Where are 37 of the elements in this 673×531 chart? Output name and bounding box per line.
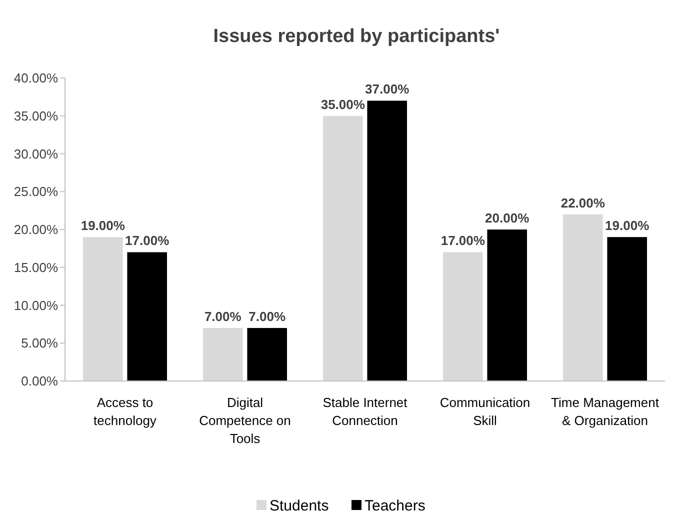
legend-label: Teachers: [364, 497, 426, 514]
data-label: 37.00%: [365, 82, 410, 97]
data-label: 17.00%: [125, 233, 170, 248]
y-tick-label: 30.00%: [14, 146, 58, 162]
bar: [487, 230, 527, 381]
data-label: 7.00%: [204, 308, 242, 324]
chart-title: Issues reported by participants': [213, 26, 500, 47]
bar: [127, 252, 167, 381]
y-tick-label: 15.00%: [14, 260, 58, 275]
x-tick-label: Access to technology: [94, 395, 157, 428]
x-tick-label: Digital Competence on Tools: [199, 395, 291, 446]
y-tick-label: 35.00%: [14, 108, 58, 124]
bar: [203, 328, 243, 381]
data-label: 7.00%: [248, 308, 286, 324]
data-label: 35.00%: [320, 96, 366, 112]
bar: [323, 116, 363, 381]
y-tick-label: 20.00%: [14, 222, 58, 238]
bar: [247, 328, 287, 381]
data-label: 17.00%: [440, 233, 486, 248]
bar: [83, 237, 123, 381]
x-tick-label: Time Management & Organization: [551, 395, 660, 428]
data-label: 19.00%: [80, 218, 126, 234]
bar: [443, 252, 483, 381]
data-label: 22.00%: [560, 195, 606, 210]
bar: [367, 100, 407, 381]
y-tick-label: 40.00%: [14, 70, 58, 86]
data-label: 19.00%: [605, 218, 650, 234]
bar: [607, 237, 647, 381]
x-tick-label: Stable Internet Connection: [322, 395, 408, 428]
x-tick-label: Communication Skill: [440, 395, 530, 428]
y-tick-label: 10.00%: [14, 298, 58, 313]
y-tick-label: 5.00%: [21, 336, 58, 351]
bar: [563, 214, 603, 381]
legend-label: Students: [270, 497, 329, 514]
y-tick-label: 0.00%: [21, 374, 58, 389]
y-tick-label: 25.00%: [14, 184, 58, 200]
data-label: 20.00%: [485, 210, 530, 226]
